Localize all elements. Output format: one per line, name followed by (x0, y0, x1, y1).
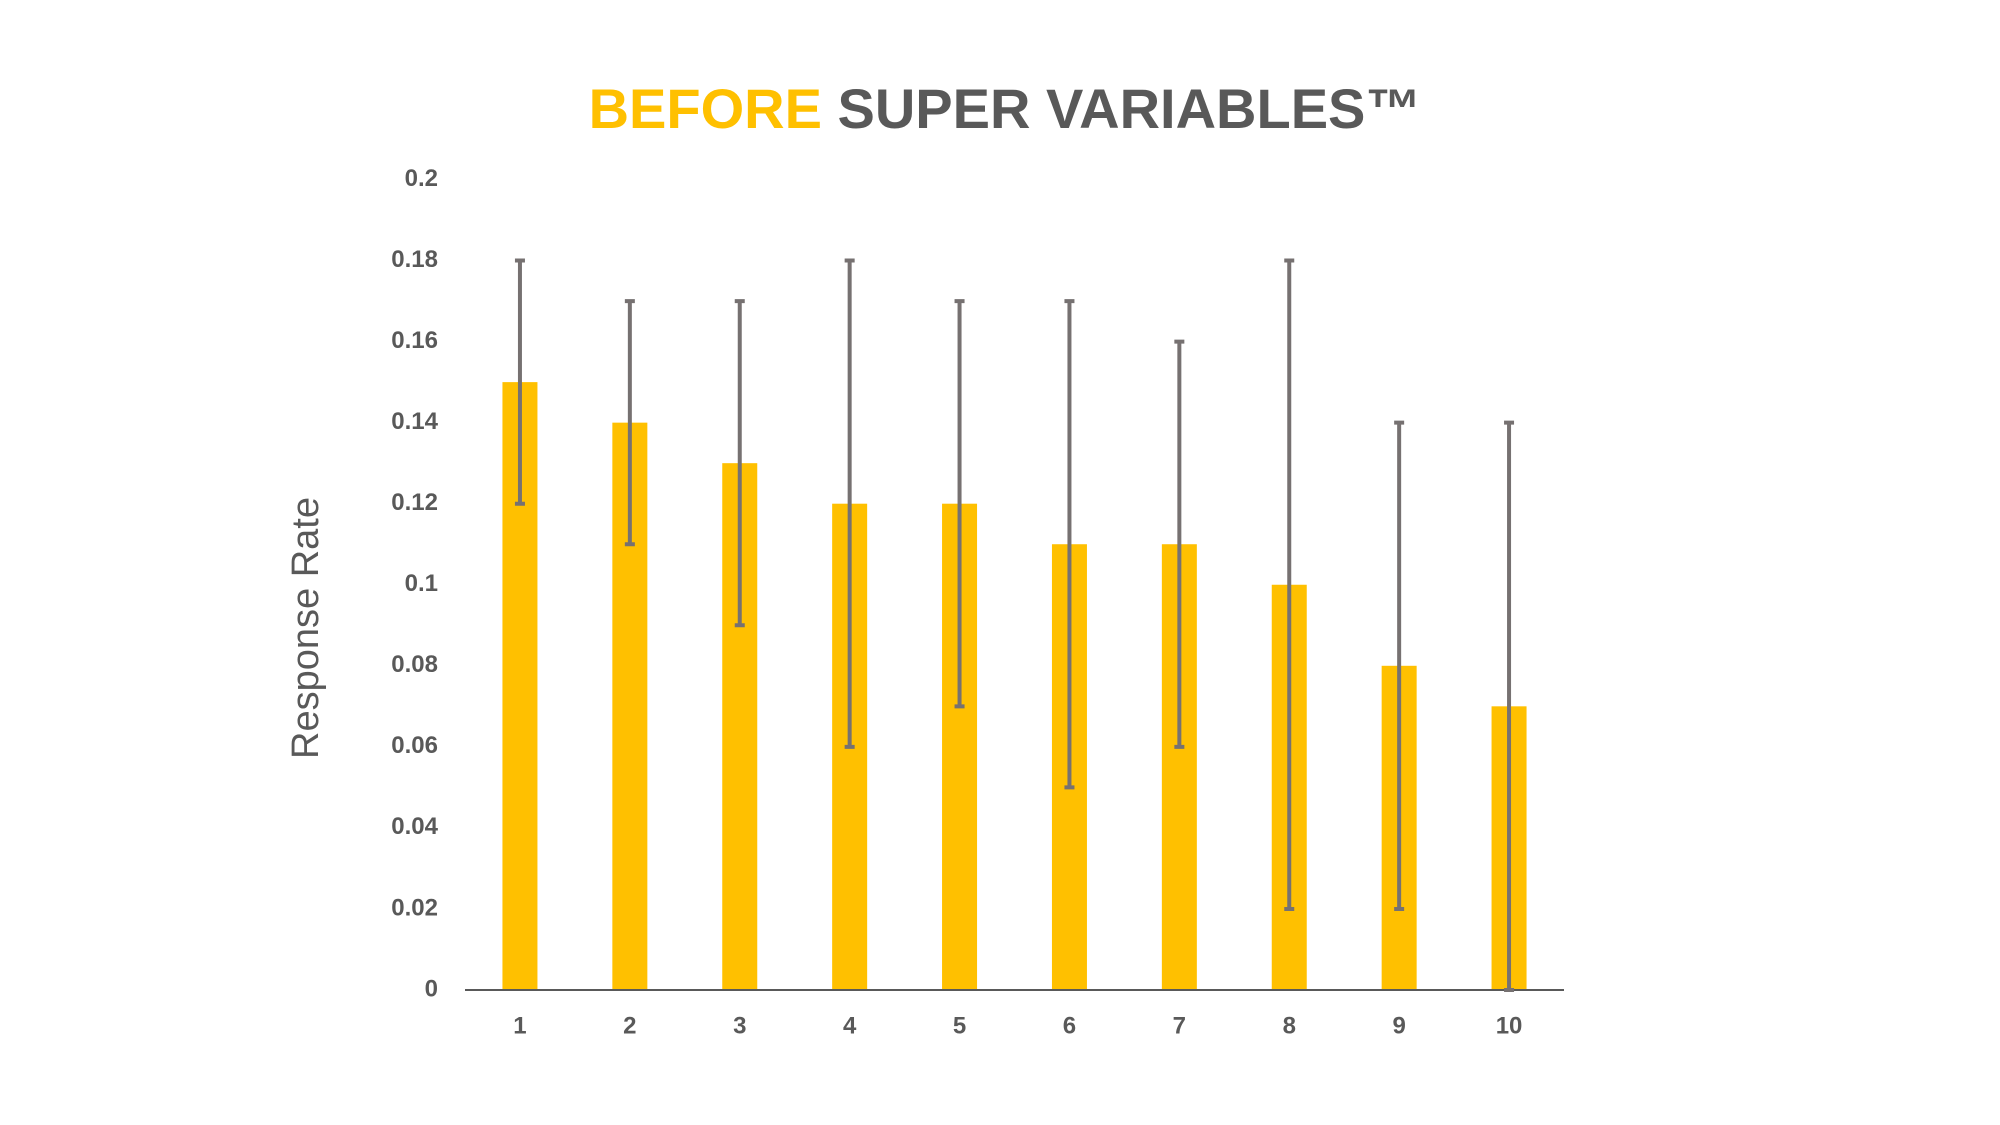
x-tick-label: 9 (1392, 1012, 1405, 1039)
x-tick-label: 1 (513, 1012, 526, 1039)
error-bar (1174, 339, 1185, 749)
y-tick-label: 0.06 (391, 732, 438, 759)
y-tick-label: 0.08 (391, 651, 438, 678)
y-tick-label: 0.1 (405, 570, 438, 597)
y-tick-label: 0.18 (391, 246, 438, 273)
y-tick-label: 0.12 (391, 489, 438, 516)
error-bar (1284, 258, 1295, 911)
error-bar (844, 258, 855, 749)
error-bar (734, 299, 745, 628)
error-bar (624, 299, 635, 547)
error-bar (954, 299, 965, 709)
y-tick-label: 0 (425, 975, 438, 1002)
error-bar (1394, 420, 1405, 911)
error-bar (1504, 420, 1515, 992)
y-tick-label: 0.14 (391, 408, 438, 435)
chart-title: BEFORE SUPER VARIABLES™ (589, 77, 1422, 140)
title-part: BEFORE (589, 77, 822, 140)
y-tick-label: 0.02 (391, 894, 438, 921)
error-bar (1064, 299, 1075, 790)
x-tick-label: 5 (953, 1012, 966, 1039)
y-tick-label: 0.04 (391, 813, 438, 840)
y-tick-label: 0.2 (405, 165, 438, 192)
x-tick-label: 10 (1496, 1012, 1523, 1039)
x-tick-label: 2 (623, 1012, 636, 1039)
y-axis-label: Response Rate (285, 497, 327, 759)
title-part: SUPER VARIABLES™ (837, 77, 1421, 140)
x-tick-label: 7 (1173, 1012, 1186, 1039)
y-tick-label: 0.16 (391, 327, 438, 354)
x-tick-label: 6 (1063, 1012, 1076, 1039)
error-bar (514, 258, 525, 506)
x-tick-label: 4 (843, 1012, 857, 1039)
x-tick-label: 3 (733, 1012, 746, 1039)
x-tick-label: 8 (1283, 1012, 1296, 1039)
